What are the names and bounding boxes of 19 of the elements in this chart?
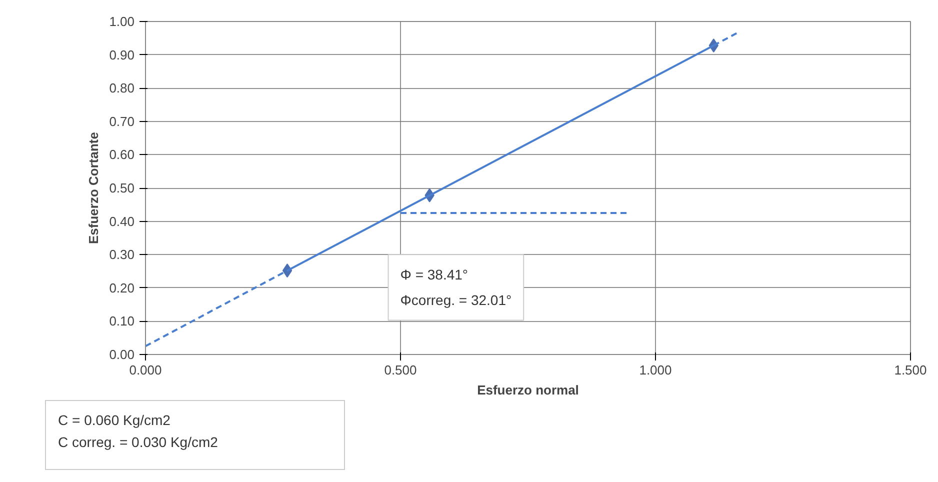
y-tick-label: 1.00 [109, 14, 135, 29]
y-tick-label: 0.40 [109, 214, 135, 229]
y-tick-label: 0.50 [109, 180, 135, 196]
annotation: Φ = 38.41° Φcorreg. = 32.01° [400, 266, 512, 308]
y-tick-label: 0.00 [109, 347, 135, 362]
y-tick-label: 0.70 [109, 114, 135, 129]
y-tick-label: 0.20 [109, 280, 135, 296]
x-tick-label: 0.000 [129, 362, 162, 378]
y-tick-label: 0.80 [109, 80, 135, 96]
x-tick-label: 1.500 [894, 362, 927, 378]
y-tick-label: 0.60 [109, 147, 135, 162]
y-tick-label: 0.30 [109, 247, 135, 262]
x-axis-title: Esfuerzo normal [477, 382, 579, 398]
y-axis-title: Esfuerzo Cortante [86, 132, 102, 244]
y-tick-label: 0.90 [109, 47, 135, 62]
text: C = 0.060 Kg/cm2 C correg. = 0.030 Kg/cm2 [58, 411, 218, 452]
y-tick-label: 0.10 [109, 314, 135, 329]
x-tick-label: 1.000 [639, 362, 672, 378]
x-tick-label: 0.500 [384, 362, 417, 378]
